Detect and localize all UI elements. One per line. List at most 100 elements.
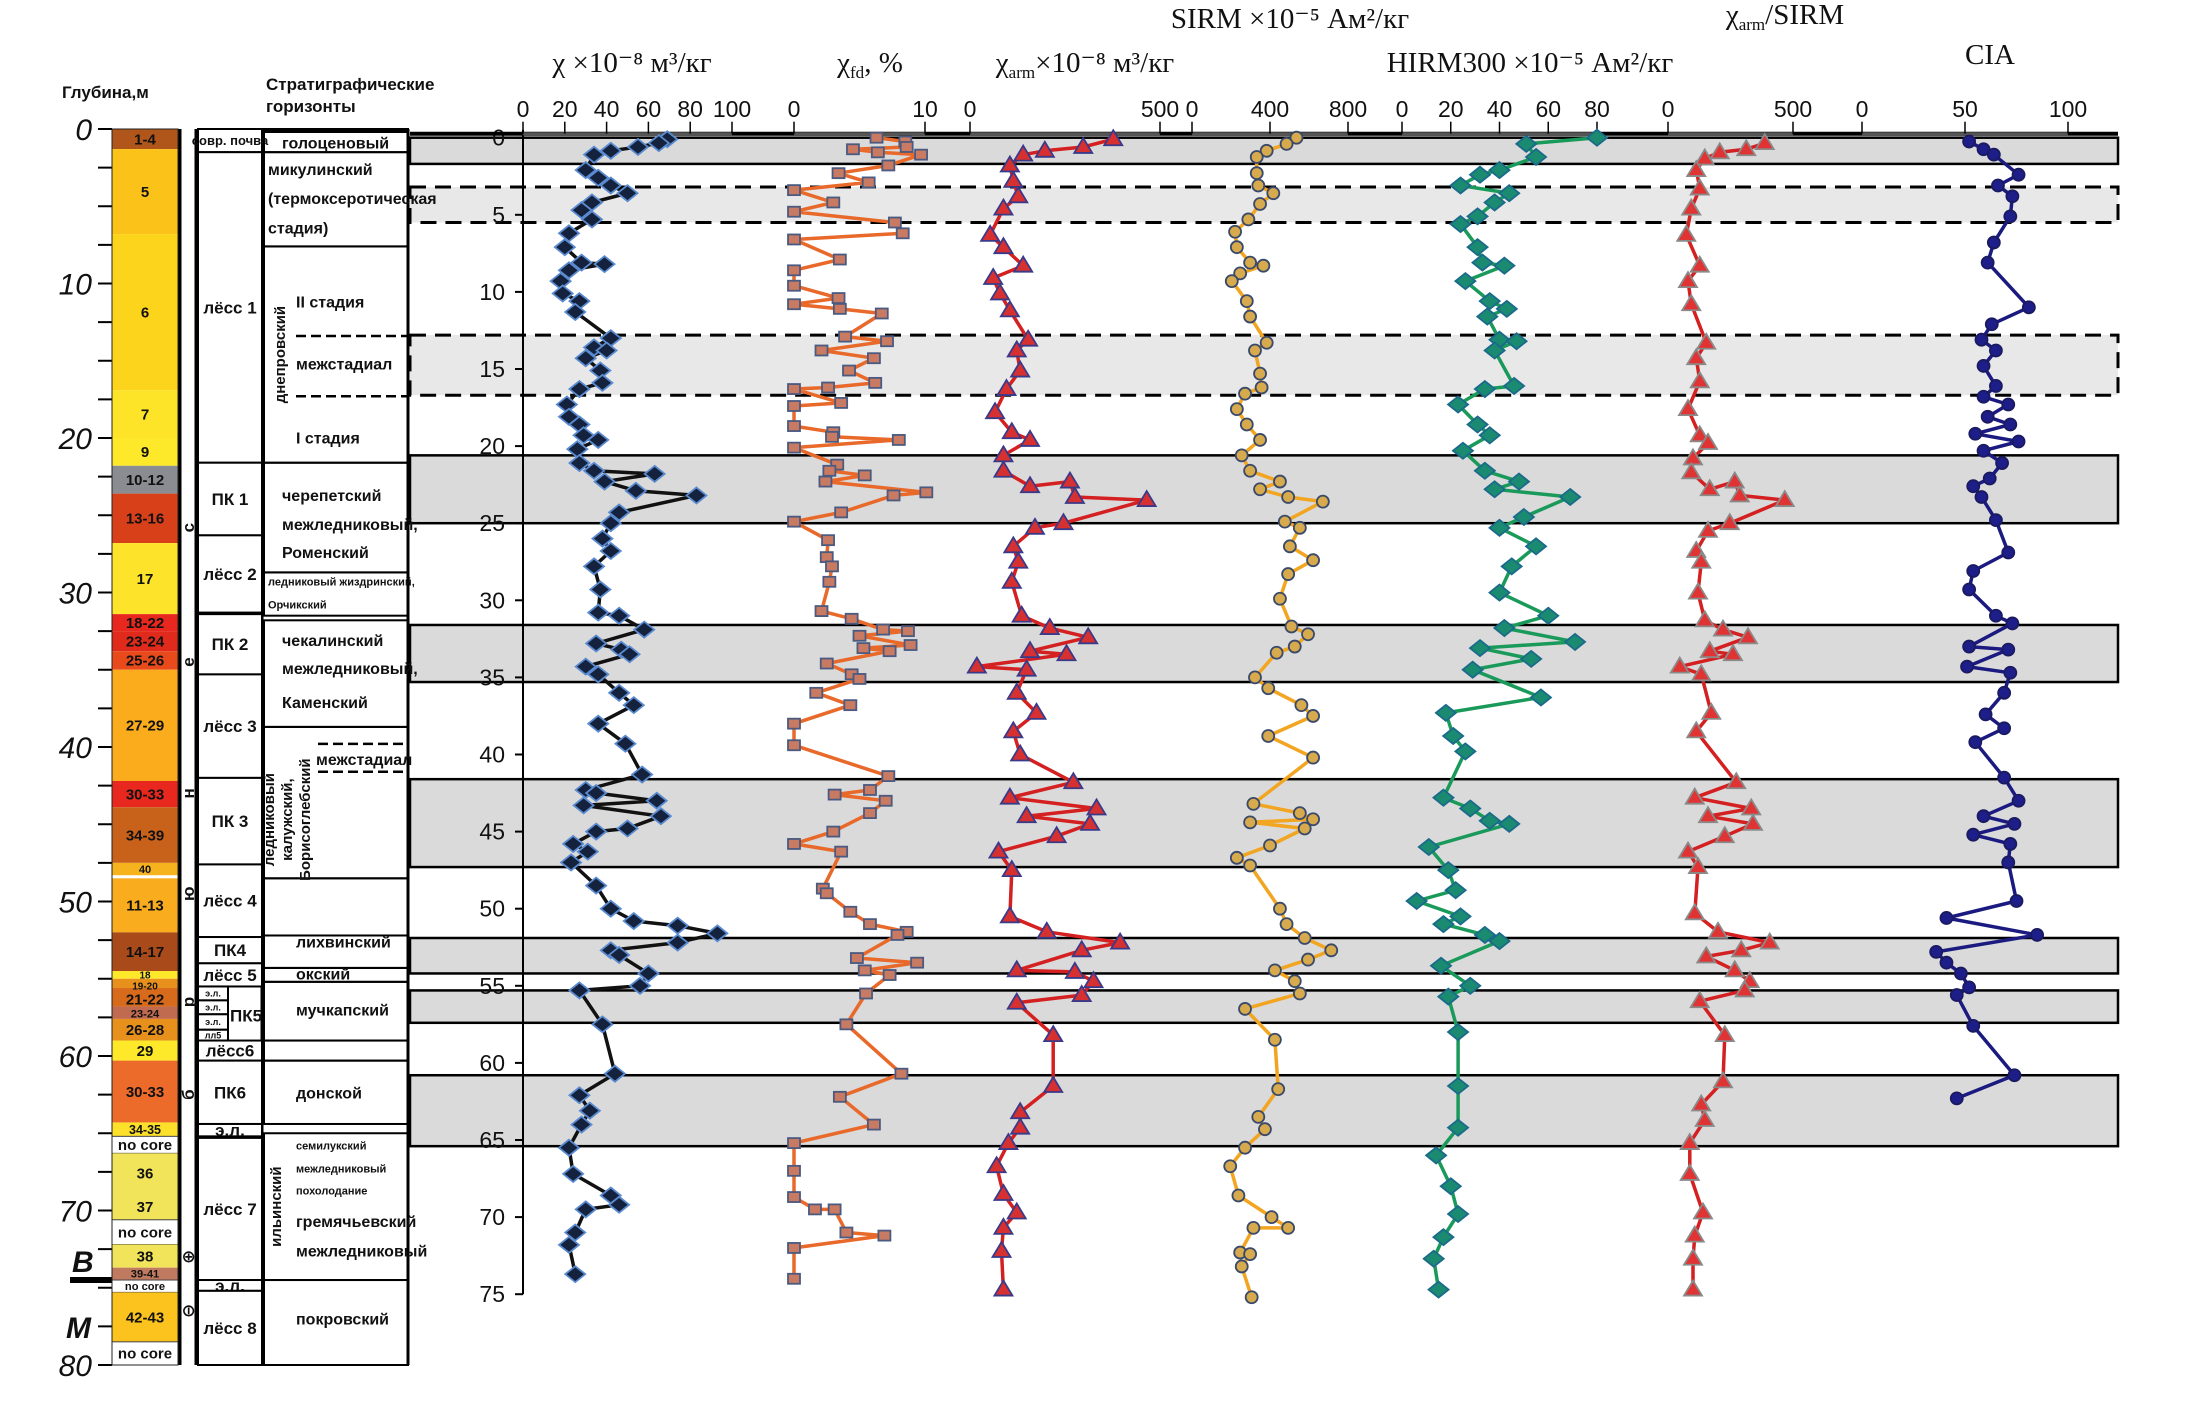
ratio-data-point: [1680, 197, 1702, 216]
cia-data-point: [1976, 389, 1991, 404]
horizon-label: э.л.: [205, 989, 221, 999]
horizon-label: лёсс 2: [203, 565, 256, 584]
chi-data-point: [557, 1235, 581, 1255]
chiarm-axis-tick-label: 0: [964, 96, 977, 122]
chifd-data-point: [882, 645, 897, 658]
chiarm-data-point: [1019, 429, 1041, 447]
chi-data-point: [593, 472, 616, 491]
ratio-axis-title: χarm/SIRM: [1725, 0, 1844, 34]
chi-data-point: [607, 606, 631, 625]
sirm-data-point: [1289, 130, 1304, 145]
cia-data-point: [1989, 343, 2003, 358]
title-subscript: fd: [850, 63, 865, 82]
title-main: χ: [1725, 0, 1739, 31]
chi-data-point: [705, 924, 729, 943]
sirm-data-point: [1273, 474, 1287, 489]
chiarm-data-point: [1019, 475, 1041, 494]
ratio-data-point: [1734, 979, 1756, 998]
data-series: [549, 128, 2044, 1305]
core-column-frame: [111, 128, 179, 1366]
chi-data-point: [630, 765, 654, 784]
hirm-data-point: [1431, 1227, 1455, 1247]
core-segment-label: 38: [137, 1248, 154, 1265]
cia-data-point: [2005, 616, 2020, 631]
chiarm-data-point: [1012, 143, 1034, 162]
sirm-data-point: [1256, 258, 1271, 273]
title-units: ×10⁻⁵ Ам²/кг: [1242, 3, 1409, 35]
horizon-box: [197, 863, 263, 939]
polarity-letter: н: [179, 788, 198, 798]
hirm-data-point: [1483, 193, 1507, 212]
sirm-data-point: [1263, 838, 1277, 853]
chi-data-point: [561, 1164, 585, 1184]
chiarm-data-point: [982, 267, 1004, 285]
cia-data-point: [2001, 397, 2016, 412]
ratio-data-point: [1695, 332, 1717, 350]
hirm-data-point: [1563, 632, 1587, 652]
core-segment-label: 10-12: [126, 472, 164, 489]
chiarm-data-point: [1042, 1075, 1064, 1093]
strat-label: стадия): [268, 220, 328, 237]
chifd-data-point: [876, 623, 890, 636]
core-segment-label: 42-43: [126, 1309, 164, 1326]
sirm-data-point: [1243, 1247, 1258, 1262]
chiarm-axis-tick-label: 500: [1141, 96, 1179, 122]
chi-data-point: [636, 964, 660, 983]
chifd-data-point: [832, 1090, 847, 1103]
core-segment-label: 5: [141, 184, 149, 201]
sirm-data-point: [1253, 482, 1267, 497]
chiarm-data-point: [1036, 921, 1058, 939]
core-segment: [112, 1040, 178, 1061]
horizon-box: [197, 962, 263, 988]
sirm-axis-tick-label: 800: [1329, 96, 1367, 122]
chi-axis-tick-label: 60: [636, 96, 662, 122]
ratio-data-point: [1679, 1163, 1701, 1181]
chiarm-data-point: [986, 1155, 1008, 1174]
ratio-data-point: [1707, 921, 1729, 939]
strat-label: межледниковый,: [282, 661, 418, 678]
title-main: χ: [836, 47, 850, 79]
chifd-data-point: [849, 952, 864, 964]
hirm-data-point: [1429, 956, 1453, 975]
chi-axis-tick-label: 0: [517, 96, 530, 122]
chiarm-data-point: [997, 1132, 1019, 1150]
core-segment-label: 21-22: [126, 991, 164, 1008]
sirm-data-point: [1243, 858, 1258, 873]
chifd-data-point: [832, 253, 847, 266]
chi-axis-tick-label: 100: [713, 96, 751, 122]
ratio-data-point: [1722, 643, 1744, 662]
hirm-data-point: [1495, 299, 1519, 319]
chi-data-point: [559, 853, 583, 872]
chi-axis-title: χ ×10⁻⁸ м³/кг: [551, 47, 711, 79]
cia-data-point: [1976, 443, 1991, 458]
polarity-letter: с: [179, 523, 198, 532]
panel-axes: 0 5 10 15 20 25 30 35 40 45 50 55 60 65 70 75 0 20 40 60 80 1…: [410, 0, 2118, 1307]
ratio-data-point: [1742, 813, 1764, 831]
hirm-data-point: [1453, 742, 1477, 761]
cia-data-point: [1968, 426, 1983, 441]
cia-data-point: [1962, 582, 1977, 597]
horizon-label: лёсс 5: [203, 966, 256, 985]
core-segment-label: 6: [141, 304, 149, 321]
chi-data-point: [557, 261, 581, 280]
hirm-data-point: [1492, 256, 1516, 275]
strat-label: межледниковый: [296, 1164, 386, 1176]
horizon-box: [197, 461, 263, 537]
chiarm-data-point: [1007, 185, 1029, 204]
core-segment: [112, 1292, 178, 1342]
sirm-data-point: [1297, 821, 1312, 836]
ratio-data-point: [1699, 478, 1721, 497]
sirm-data-point: [1253, 433, 1267, 447]
chi-data-point: [599, 141, 623, 160]
chi-data-point: [567, 379, 591, 399]
hirm-data-point: [1473, 379, 1497, 399]
chi-data-point: [557, 1138, 581, 1157]
core-segment: [112, 1006, 178, 1019]
chiarm-data-point: [1009, 743, 1031, 762]
chiarm-data-point: [1016, 658, 1038, 677]
chiarm-data-point: [1012, 254, 1034, 273]
depth-axis-tick-label: 20: [479, 433, 505, 459]
chiarm-data-point: [1006, 992, 1028, 1010]
hirm-data-point: [1473, 461, 1497, 480]
ratio-data-point: [1735, 138, 1757, 157]
